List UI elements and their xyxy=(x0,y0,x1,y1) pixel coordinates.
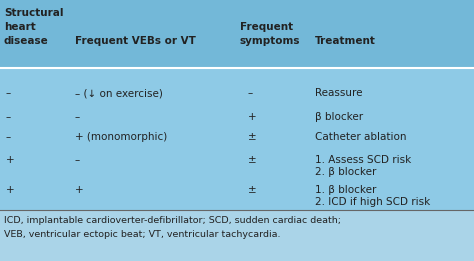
Text: Treatment: Treatment xyxy=(315,36,376,46)
Text: β blocker: β blocker xyxy=(315,112,363,122)
Text: ±: ± xyxy=(248,185,256,195)
Text: –: – xyxy=(6,88,11,98)
Bar xyxy=(0,210,474,261)
Text: – (↓ on exercise): – (↓ on exercise) xyxy=(75,88,163,98)
Text: symptoms: symptoms xyxy=(240,36,301,46)
Text: + (monomorphic): + (monomorphic) xyxy=(75,132,167,142)
Text: ±: ± xyxy=(248,155,256,165)
Text: Frequent: Frequent xyxy=(240,22,293,32)
Text: 1. Assess SCD risk: 1. Assess SCD risk xyxy=(315,155,411,165)
Text: +: + xyxy=(248,112,256,122)
Text: –: – xyxy=(75,112,80,122)
Text: +: + xyxy=(75,185,83,195)
Text: VEB, ventricular ectopic beat; VT, ventricular tachycardia.: VEB, ventricular ectopic beat; VT, ventr… xyxy=(4,230,281,239)
Text: Reassure: Reassure xyxy=(315,88,363,98)
Text: +: + xyxy=(6,185,15,195)
Text: –: – xyxy=(6,112,11,122)
Text: ICD, implantable cardioverter-defibrillator; SCD, sudden cardiac death;: ICD, implantable cardioverter-defibrilla… xyxy=(4,216,341,225)
Text: 1. β blocker: 1. β blocker xyxy=(315,185,376,195)
Text: 2. ICD if high SCD risk: 2. ICD if high SCD risk xyxy=(315,197,430,207)
Text: 2. β blocker: 2. β blocker xyxy=(315,167,376,177)
Text: –: – xyxy=(75,155,80,165)
Text: –: – xyxy=(6,132,11,142)
Text: ±: ± xyxy=(248,132,256,142)
Text: disease: disease xyxy=(4,36,49,46)
Text: +: + xyxy=(6,155,15,165)
Text: Frequent VEBs or VT: Frequent VEBs or VT xyxy=(75,36,196,46)
Text: heart: heart xyxy=(4,22,36,32)
Text: Structural: Structural xyxy=(4,8,64,18)
Text: Catheter ablation: Catheter ablation xyxy=(315,132,407,142)
Text: –: – xyxy=(248,88,253,98)
Bar xyxy=(0,0,474,68)
